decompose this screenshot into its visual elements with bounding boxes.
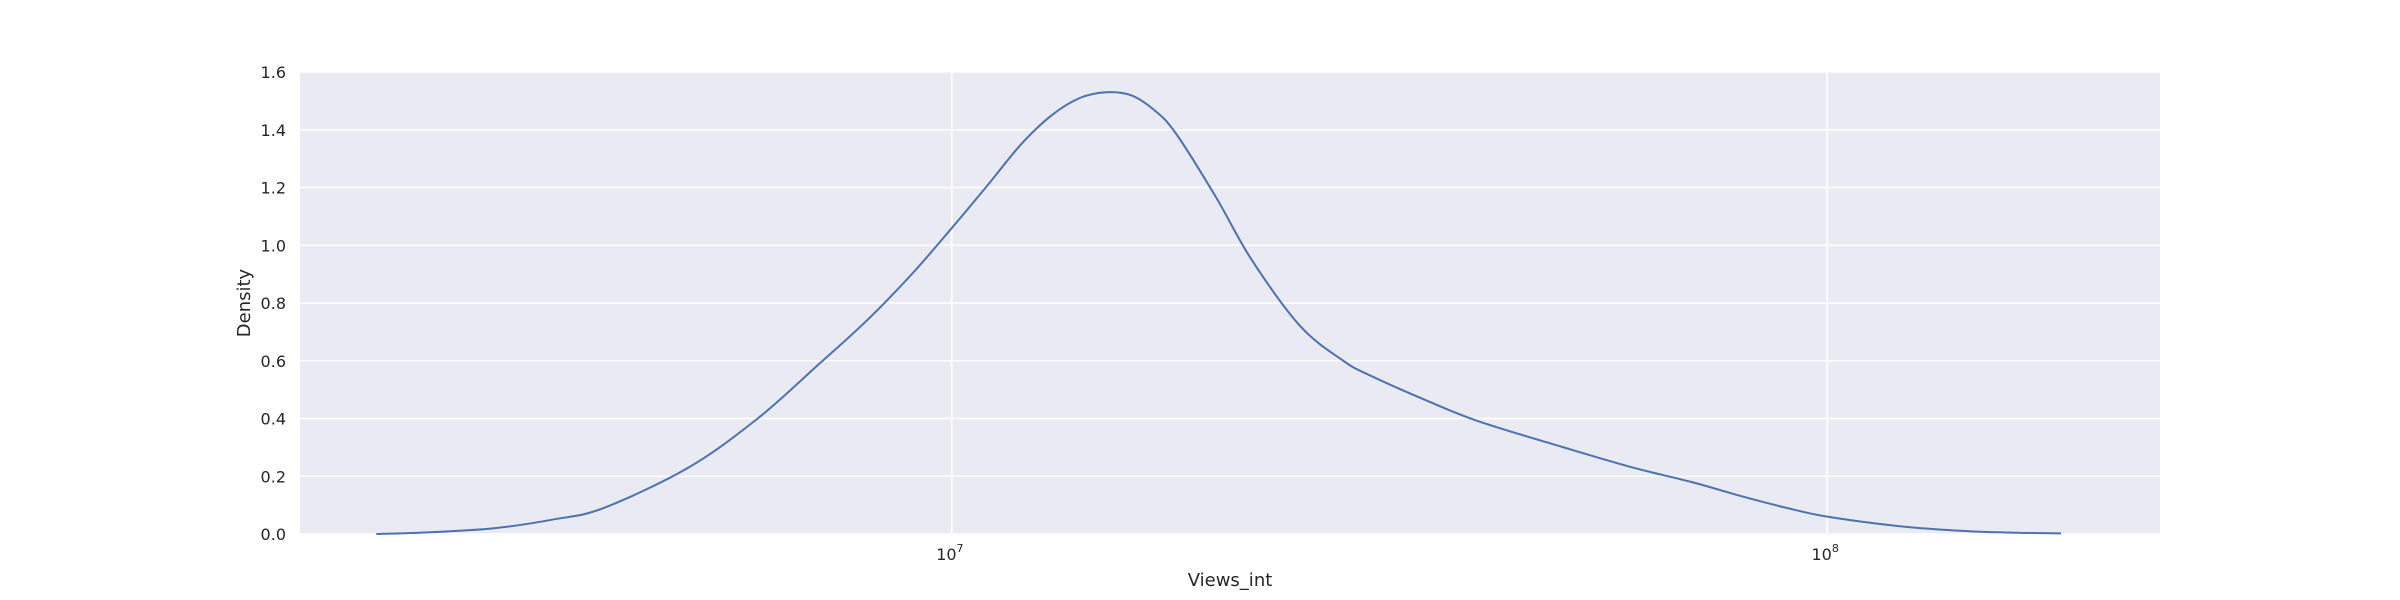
y-tick-label: 1.2 (261, 179, 286, 198)
y-tick-label: 0.0 (261, 525, 286, 544)
y-tick-label: 0.8 (261, 294, 286, 313)
x-tick-label: 107 (936, 542, 963, 564)
y-tick-label: 1.4 (261, 121, 286, 140)
y-tick-label: 0.4 (261, 410, 286, 429)
x-tick-labels: 107 108 (936, 542, 1839, 564)
y-tick-label: 0.2 (261, 467, 286, 486)
y-tick-label: 0.6 (261, 352, 286, 371)
x-axis-label: Views_int (1188, 570, 1273, 591)
x-tick-label: 108 (1812, 542, 1839, 564)
y-axis-label: Density (234, 268, 255, 337)
series-group (376, 91, 2062, 535)
density-line-series-0 (376, 91, 2062, 535)
grid-lines (300, 71, 2160, 535)
y-tick-label: 1.0 (261, 236, 286, 255)
y-tick-label: 1.6 (261, 63, 286, 82)
y-tick-labels: 0.0 0.2 0.4 0.6 0.8 1.0 1.2 1.4 1.6 (261, 63, 286, 544)
